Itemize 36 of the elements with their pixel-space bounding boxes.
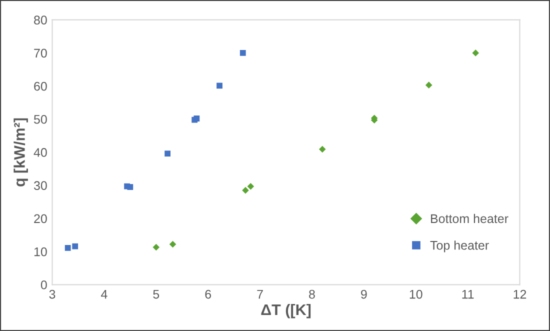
y-tick-label: 20 — [34, 214, 47, 224]
point — [242, 186, 249, 194]
point — [472, 50, 479, 56]
x-tick-label: 12 — [514, 290, 526, 299]
x-tick-label: 6 — [205, 290, 212, 299]
point — [72, 243, 78, 250]
point — [169, 240, 176, 248]
point — [216, 82, 222, 89]
y-tick-label: 60 — [34, 82, 47, 91]
y-tick-label: 0 — [40, 280, 47, 290]
point — [164, 150, 171, 157]
point — [425, 82, 432, 88]
x-axis-title: ΔT ([K] — [261, 304, 311, 318]
point — [127, 184, 134, 190]
y-tick-label: 80 — [34, 16, 47, 25]
y-tick-label: 70 — [34, 48, 47, 58]
point — [240, 50, 246, 56]
point — [152, 244, 160, 251]
x-tick-label: 3 — [49, 290, 56, 299]
y-tick-label: 50 — [34, 114, 47, 124]
y-tick-label: 40 — [34, 148, 47, 157]
point — [64, 244, 71, 251]
legend-label: Top heater — [430, 240, 489, 252]
x-tick-label: 10 — [410, 290, 422, 299]
y-tick-label: 30 — [34, 181, 47, 190]
x-tick-label: 5 — [153, 290, 160, 299]
x-tick-label: 11 — [462, 290, 474, 299]
legend-label: Bottom heater — [431, 214, 508, 224]
point — [247, 182, 254, 190]
x-tick-label: 7 — [257, 290, 263, 299]
x-tick-label: 4 — [101, 290, 108, 299]
y-axis-title: q [kW/m²] — [14, 118, 28, 186]
y-tick-label: 10 — [34, 247, 47, 256]
x-tick-label: 8 — [309, 290, 315, 299]
point — [318, 146, 326, 153]
x-tick-label: 9 — [361, 290, 367, 299]
